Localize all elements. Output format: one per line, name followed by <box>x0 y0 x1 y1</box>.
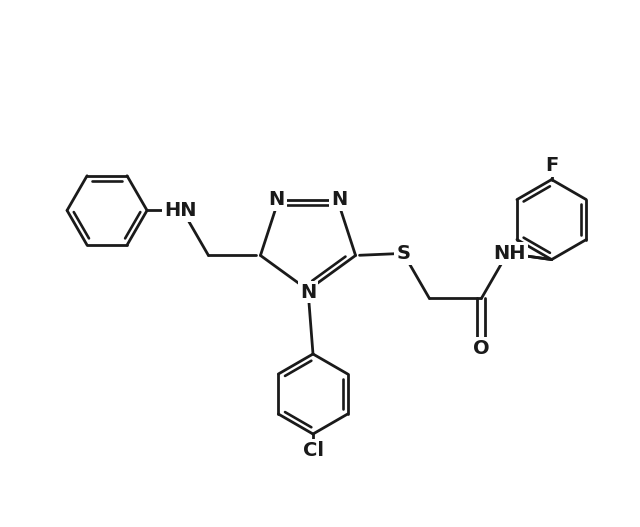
Text: N: N <box>300 282 316 301</box>
Text: Cl: Cl <box>303 441 323 460</box>
Text: O: O <box>473 339 490 358</box>
Text: S: S <box>396 244 410 263</box>
Text: NH: NH <box>493 244 525 263</box>
Text: N: N <box>269 190 285 209</box>
Text: HN: HN <box>164 201 196 220</box>
Text: N: N <box>332 190 348 209</box>
Text: F: F <box>545 156 558 175</box>
